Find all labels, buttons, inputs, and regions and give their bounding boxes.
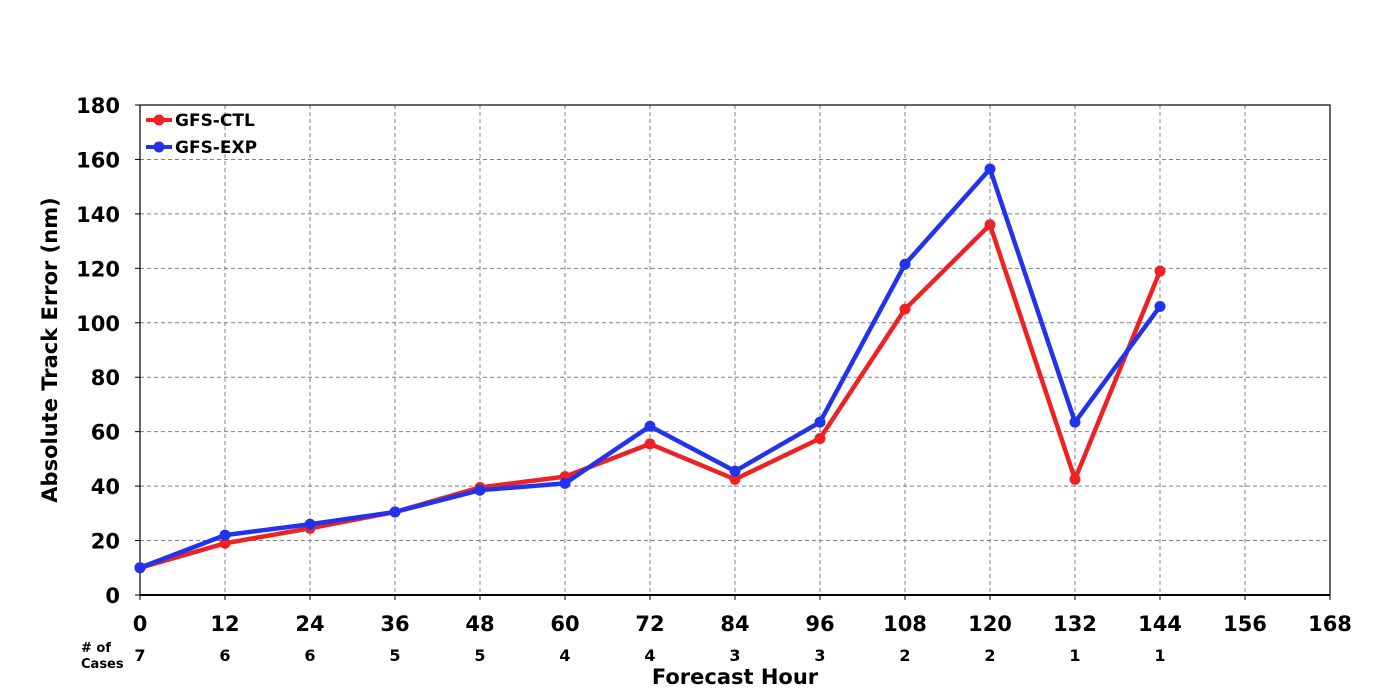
legend-item-gfs-ctl: GFS-CTL [146, 111, 255, 131]
data-point-gfs-exp [1154, 300, 1166, 312]
x-tick-label: 60 [550, 612, 579, 636]
case-count-label: 2 [984, 646, 995, 665]
x-tick-label: 72 [635, 612, 664, 636]
legend: GFS-CTL GFS-EXP [146, 111, 257, 158]
series-gfs-exp [134, 163, 1166, 574]
data-point-gfs-exp [729, 465, 741, 477]
data-point-gfs-ctl [219, 537, 231, 549]
legend-label-gfs-exp: GFS-EXP [175, 138, 257, 158]
legend-item-gfs-exp: GFS-EXP [146, 138, 257, 158]
y-tick-labels: 0 20 40 60 80 100 120 140 160 180 [76, 94, 140, 608]
data-point-gfs-exp [219, 529, 231, 541]
x-tick-label: 48 [465, 612, 494, 636]
x-axis-title: Forecast Hour [652, 665, 819, 689]
data-point-gfs-ctl [1154, 265, 1166, 277]
data-point-gfs-exp [474, 484, 486, 496]
legend-label-gfs-ctl: GFS-CTL [175, 111, 255, 131]
data-point-gfs-exp [559, 477, 571, 489]
case-count-label: 4 [644, 646, 655, 665]
x-tick-label: 168 [1308, 612, 1352, 636]
x-tick-label: 156 [1223, 612, 1267, 636]
data-point-gfs-ctl [899, 303, 911, 315]
x-tick-label: 12 [210, 612, 239, 636]
cases-heading-line2: Cases [81, 657, 124, 672]
x-tick-label: 96 [805, 612, 834, 636]
data-point-gfs-exp [899, 258, 911, 270]
y-tick-label: 0 [105, 584, 120, 608]
case-count-label: 1 [1069, 646, 1080, 665]
x-tick-label: 84 [720, 612, 749, 636]
legend-marker-gfs-ctl [153, 114, 165, 126]
data-point-gfs-exp [1069, 416, 1081, 428]
y-tick-label: 180 [76, 94, 120, 118]
data-point-gfs-exp [389, 506, 401, 518]
y-axis-title: Absolute Track Error (nm) [38, 197, 62, 502]
y-tick-label: 60 [91, 421, 120, 445]
data-point-gfs-exp [304, 518, 316, 530]
case-count-label: 4 [559, 646, 570, 665]
x-tick-label: 108 [883, 612, 927, 636]
y-tick-label: 20 [91, 530, 120, 554]
data-point-gfs-exp [984, 163, 996, 175]
y-tick-label: 140 [76, 203, 120, 227]
case-count-label: 1 [1154, 646, 1165, 665]
x-tick-label: 132 [1053, 612, 1097, 636]
case-count-label: 3 [814, 646, 825, 665]
data-point-gfs-ctl [729, 473, 741, 485]
y-tick-label: 80 [91, 366, 120, 390]
y-tick-label: 40 [91, 475, 120, 499]
data-point-gfs-ctl [814, 432, 826, 444]
legend-marker-gfs-exp [153, 141, 165, 153]
x-tick-label: 120 [968, 612, 1012, 636]
data-point-gfs-ctl [1069, 473, 1081, 485]
case-count-label: 7 [134, 646, 145, 665]
x-tick-label: 36 [380, 612, 409, 636]
data-series [134, 163, 1166, 574]
y-tick-label: 100 [76, 312, 120, 336]
case-count-label: 5 [389, 646, 400, 665]
case-count-label: 6 [304, 646, 315, 665]
y-tick-label: 120 [76, 257, 120, 281]
data-point-gfs-exp [644, 420, 656, 432]
data-point-gfs-exp [134, 562, 146, 574]
case-count-label: 5 [474, 646, 485, 665]
case-count-labels: 7 6 6 5 5 4 4 3 3 2 2 1 1 [134, 646, 1165, 665]
grid-lines [140, 105, 1330, 595]
data-point-gfs-ctl [644, 438, 656, 450]
x-tick-labels: 0 12 24 36 48 60 72 84 96 108 120 132 144 156 168 [133, 595, 1352, 636]
x-tick-label: 24 [295, 612, 324, 636]
data-point-gfs-exp [814, 416, 826, 428]
y-tick-label: 160 [76, 148, 120, 172]
case-count-label: 6 [219, 646, 230, 665]
x-tick-label: 144 [1138, 612, 1182, 636]
cases-heading-line1: # of [81, 641, 111, 656]
case-count-label: 3 [729, 646, 740, 665]
x-tick-label: 0 [133, 612, 148, 636]
case-count-label: 2 [899, 646, 910, 665]
data-point-gfs-ctl [984, 219, 996, 231]
